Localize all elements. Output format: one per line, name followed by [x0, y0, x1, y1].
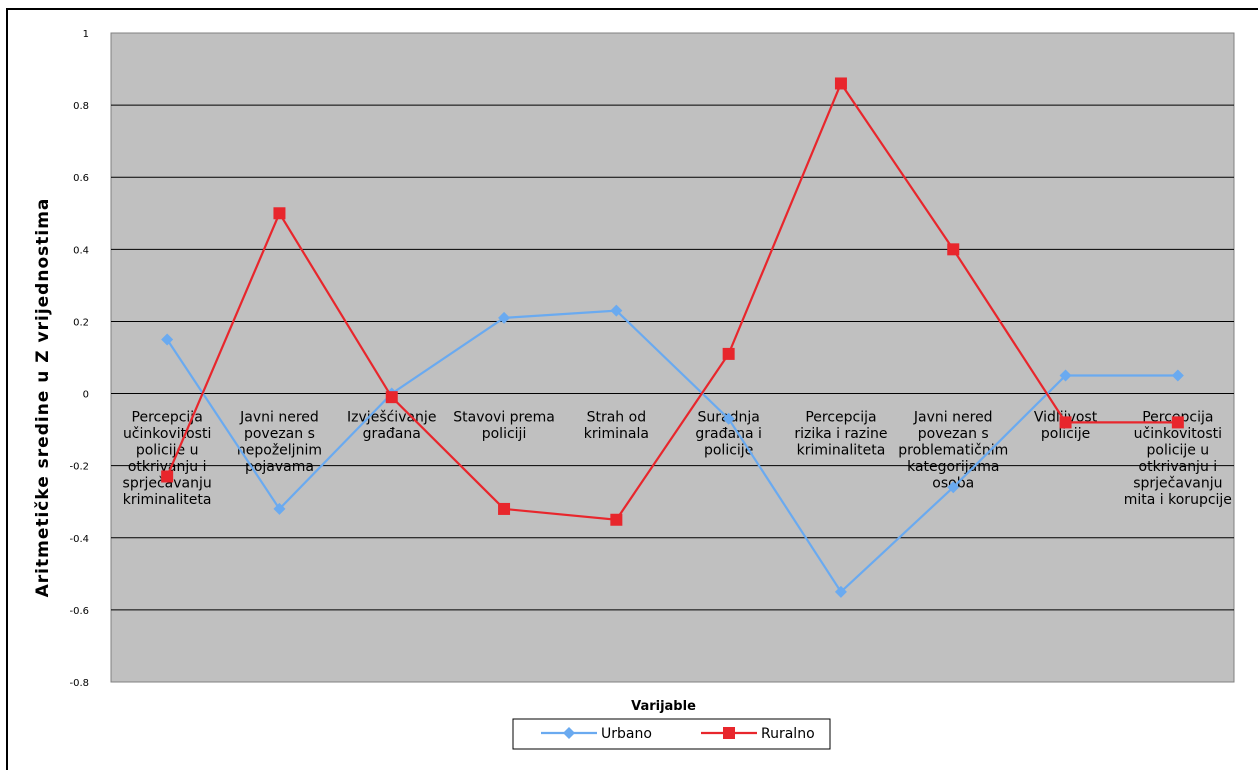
data-point — [722, 347, 735, 360]
data-point — [834, 77, 847, 90]
y-tick-label: 0 — [83, 390, 89, 401]
y-tick-label: 0.8 — [73, 101, 89, 112]
legend-marker — [563, 727, 575, 739]
y-tick-label: 0.6 — [73, 173, 89, 184]
data-point — [610, 304, 623, 317]
category-label: Izvješćivanje građana — [347, 410, 436, 443]
legend-item: Urbano — [541, 726, 652, 742]
legend-label: Urbano — [601, 726, 652, 742]
series-line — [166, 309, 1178, 594]
y-tick-label: 0.4 — [73, 245, 89, 256]
data-point — [1059, 416, 1072, 429]
y-tick-label: -0.4 — [69, 534, 89, 545]
category-label: Stavovi prema policiji — [453, 410, 555, 443]
y-tick-label: -0.6 — [69, 606, 89, 617]
data-point — [498, 311, 511, 324]
data-point — [1059, 369, 1072, 382]
category-label: Strah od kriminala — [584, 410, 649, 443]
legend-label: Ruralno — [761, 726, 815, 742]
x-axis-title: Varijable — [631, 699, 696, 714]
legend-item: Ruralno — [701, 726, 815, 742]
data-point — [1171, 416, 1184, 429]
category-label: Javni nered povezan s nepoželjnim pojavama — [237, 410, 322, 476]
data-point — [161, 470, 174, 483]
data-point — [498, 502, 511, 515]
y-axis-title: Aritmetičke sredine u Z vrijednostima — [33, 198, 53, 598]
data-point — [722, 412, 735, 425]
data-point — [610, 513, 623, 526]
data-point — [1171, 369, 1184, 382]
y-tick-label: 1 — [83, 29, 89, 40]
plot-area — [110, 32, 1235, 683]
data-point — [834, 585, 847, 598]
series-lines — [161, 77, 1184, 598]
plot-background — [110, 32, 1235, 683]
legend-marker — [723, 727, 735, 739]
y-axis-ticks: 1 0.8 0.6 0.4 0.2 0 -0.2 -0.4 -0.6 -0.8 — [69, 29, 89, 689]
data-point — [273, 502, 286, 515]
y-tick-label: 0.2 — [73, 317, 89, 328]
category-label: Percepcija rizika i razine kriminaliteta — [794, 410, 887, 459]
gridlines — [111, 104, 1234, 611]
data-point — [385, 391, 398, 404]
y-tick-label: -0.8 — [69, 678, 89, 689]
data-point — [273, 207, 286, 220]
legend: Urbano Ruralno — [512, 718, 831, 750]
chart-frame: 1 0.8 0.6 0.4 0.2 0 -0.2 -0.4 -0.6 -0.8 Percepcij… — [6, 8, 1258, 770]
y-tick-label: -0.2 — [69, 462, 89, 473]
series-ruralno — [161, 77, 1184, 526]
data-point — [947, 243, 960, 256]
line-chart: 1 0.8 0.6 0.4 0.2 0 -0.2 -0.4 -0.6 -0.8 Percepcij… — [33, 29, 1235, 750]
data-point — [161, 333, 174, 346]
data-point — [947, 481, 960, 494]
series-line — [166, 81, 1178, 521]
